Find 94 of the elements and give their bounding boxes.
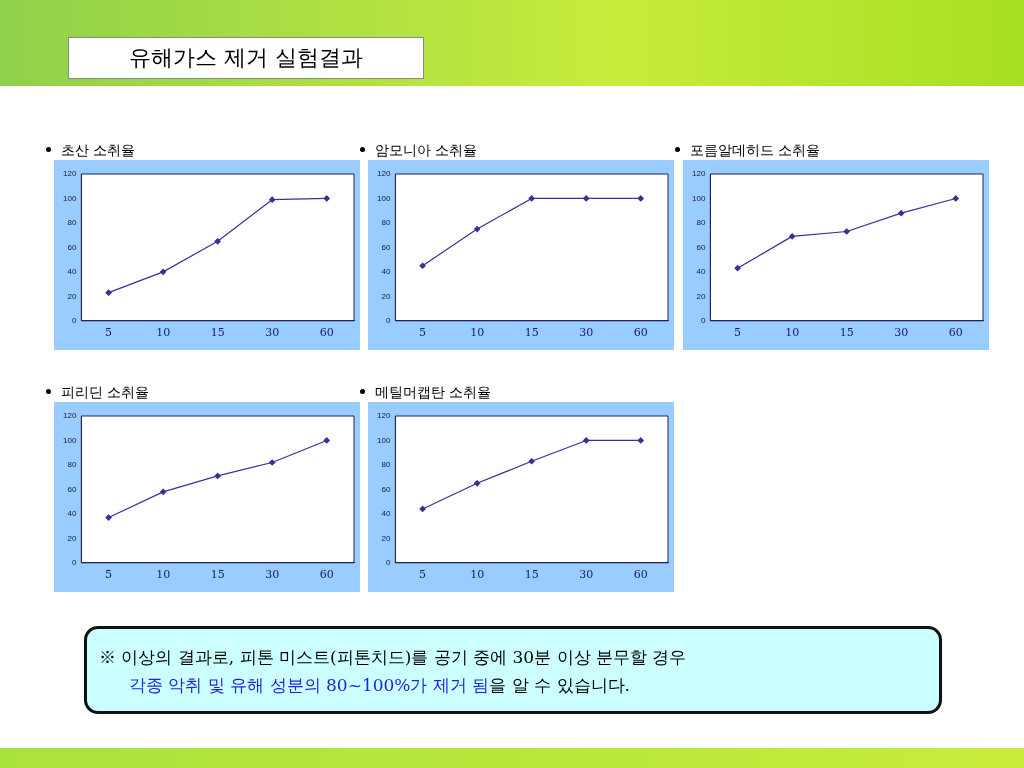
y-tick-label: 100 <box>62 193 77 203</box>
point <box>160 268 167 275</box>
point <box>323 195 330 202</box>
y-tick-label: 80 <box>381 218 391 228</box>
y-tick-label: 60 <box>67 484 77 494</box>
point <box>898 210 905 217</box>
y-tick-label: 80 <box>67 460 77 470</box>
x-tick-label: 10 <box>156 568 171 582</box>
y-tick-label: 0 <box>385 558 391 567</box>
text: 유해가스 제거 실험결과 <box>68 37 424 79</box>
y-tick-label: 80 <box>67 218 77 228</box>
point <box>419 505 426 513</box>
y-tick-label: 0 <box>71 316 77 325</box>
y-tick-label: 0 <box>71 558 77 567</box>
chart-title: 포름알데히드 소취율 <box>690 142 821 158</box>
x-tick-label: 10 <box>156 326 171 340</box>
point <box>323 437 330 444</box>
x-tick-label: 10 <box>785 326 800 340</box>
point <box>789 233 796 240</box>
x-tick-label: 60 <box>948 326 963 340</box>
y-tick-label: 20 <box>696 291 706 301</box>
y-tick-label: 40 <box>381 509 391 519</box>
y-tick-label: 80 <box>381 460 391 470</box>
y-tick-label: 100 <box>376 435 391 445</box>
x-tick-label: 60 <box>319 568 334 582</box>
x-tick-label: 60 <box>633 326 648 340</box>
point <box>269 459 276 466</box>
point <box>269 196 276 203</box>
x-tick-label: 5 <box>105 326 113 340</box>
y-tick-label: 60 <box>381 484 391 494</box>
y-tick-label: 100 <box>691 193 706 203</box>
x-tick-label: 30 <box>579 568 594 582</box>
text: 각종 악취 및 유해 성분의 80~100%가 제거 됨 <box>129 675 490 695</box>
y-tick-label: 120 <box>62 411 77 421</box>
y-tick-label: 20 <box>381 533 391 543</box>
y-tick-label: 100 <box>62 435 77 445</box>
x-tick-label: 15 <box>210 568 225 582</box>
y-tick-label: 40 <box>381 267 391 277</box>
chart-title: 초산 소취율 <box>61 142 136 158</box>
x-tick-label: 15 <box>524 568 539 582</box>
y-tick-label: 20 <box>67 533 77 543</box>
x-tick-label: 60 <box>633 568 648 582</box>
x-tick-label: 5 <box>419 326 427 340</box>
x-tick-label: 15 <box>839 326 854 340</box>
point <box>583 437 590 444</box>
y-tick-label: 120 <box>376 411 391 421</box>
text: ※ 이상의 결과로, 피톤 미스트(피톤치드)를 공기 중에 30분 이상 분무할 경우 <box>99 646 688 669</box>
x-tick-label: 10 <box>470 326 485 340</box>
y-tick-label: 60 <box>381 242 391 252</box>
x-tick-label: 5 <box>734 326 742 340</box>
y-tick-label: 40 <box>67 509 77 519</box>
y-tick-label: 120 <box>691 169 706 179</box>
x-tick-label: 5 <box>105 568 113 582</box>
chart-title: 피리딘 소취율 <box>61 384 150 400</box>
point <box>734 265 741 272</box>
point <box>583 195 590 202</box>
text: 을 알 수 있습니다. <box>489 675 630 695</box>
x-tick-label: 30 <box>579 326 594 340</box>
x-tick-label: 30 <box>265 326 280 340</box>
point <box>843 228 850 235</box>
y-tick-label: 20 <box>381 291 391 301</box>
x-tick-label: 15 <box>210 326 225 340</box>
point <box>952 195 959 202</box>
point <box>528 195 535 202</box>
y-tick-label: 100 <box>376 193 391 203</box>
y-tick-label: 120 <box>376 169 391 179</box>
y-tick-label: 0 <box>700 316 706 325</box>
y-tick-label: 0 <box>385 316 391 325</box>
x-tick-label: 10 <box>470 568 485 582</box>
point <box>214 472 221 480</box>
point <box>105 289 112 296</box>
x-tick-label: 60 <box>319 326 334 340</box>
chart-title: 메틸머캡탄 소취율 <box>375 384 492 400</box>
y-tick-label: 40 <box>696 267 706 277</box>
point <box>160 488 167 495</box>
y-tick-label: 20 <box>67 291 77 301</box>
point <box>637 437 644 444</box>
y-tick-label: 60 <box>67 242 77 252</box>
x-tick-label: 15 <box>524 326 539 340</box>
point <box>214 238 221 245</box>
y-tick-label: 60 <box>696 242 706 252</box>
point <box>474 225 481 233</box>
point <box>637 195 644 202</box>
chart-title: 암모니아 소취율 <box>375 142 478 158</box>
x-tick-label: 30 <box>894 326 909 340</box>
y-tick-label: 80 <box>696 218 706 228</box>
y-tick-label: 120 <box>62 169 77 179</box>
point <box>474 480 481 487</box>
y-tick-label: 40 <box>67 267 77 277</box>
point <box>528 458 535 465</box>
x-tick-label: 30 <box>265 568 280 582</box>
point <box>105 514 112 521</box>
point <box>419 262 426 269</box>
x-tick-label: 5 <box>419 568 427 582</box>
